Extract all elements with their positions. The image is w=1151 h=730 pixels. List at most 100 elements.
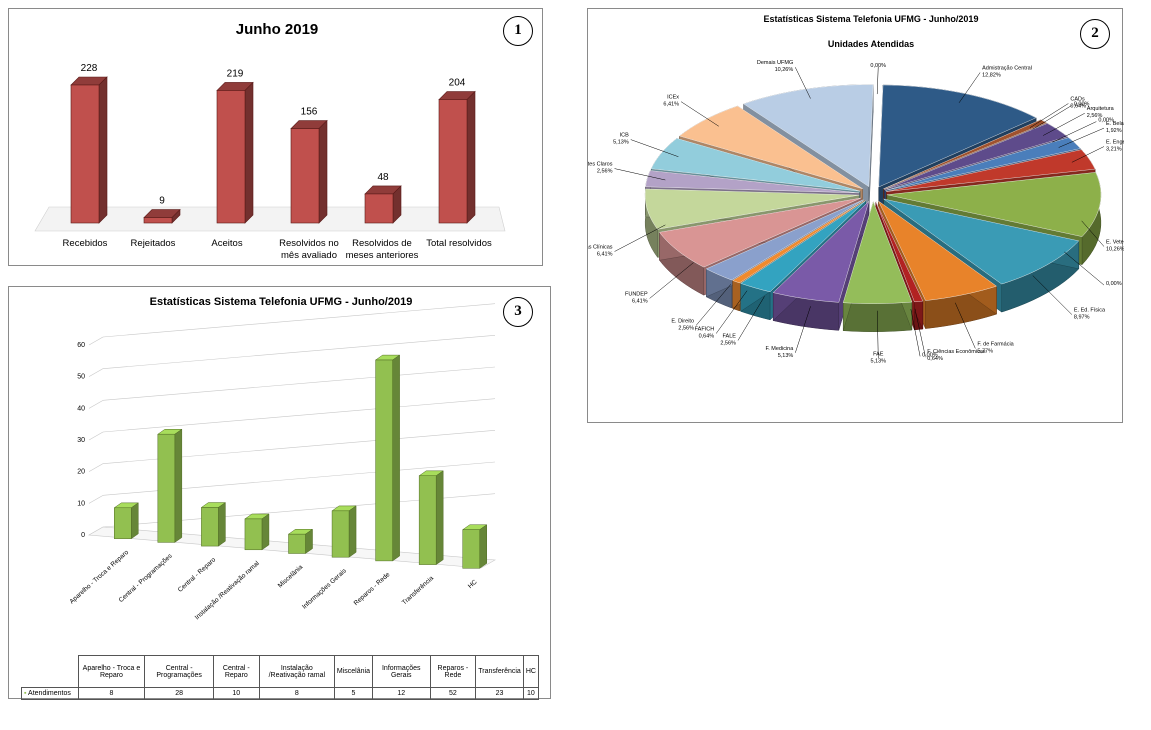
data-table: Aparelho - Troca e Reparo Central - Progr… xyxy=(21,655,540,700)
slice-value: 8,97% xyxy=(1074,315,1090,321)
category-label: Miscelânia xyxy=(277,564,305,590)
gridline xyxy=(102,398,496,433)
data-table-header-cell: Reparos - Rede xyxy=(429,655,477,688)
pie-slice xyxy=(883,119,1047,190)
bar-side xyxy=(435,470,444,566)
chart-subtitle: Unidades Atendidas xyxy=(828,39,914,49)
pie-slice xyxy=(705,199,864,281)
slice-value: 1,92% xyxy=(1106,128,1122,134)
y-tick-label: 50 xyxy=(77,374,85,381)
leader-line xyxy=(910,309,921,357)
slice-name: CADs xyxy=(1070,96,1085,102)
series-name: Atendimentos xyxy=(28,690,71,697)
slice-name: FAE xyxy=(873,351,884,357)
leader-line xyxy=(955,302,976,349)
y-tick-label: 30 xyxy=(77,437,85,444)
data-table-header-cell: Central - Programações xyxy=(144,655,214,688)
bar xyxy=(201,507,219,547)
slice-value: 0,64% xyxy=(927,356,943,362)
chart-3-svg: Estatísticas Sistema Telefonia UFMG - Ju… xyxy=(69,296,496,621)
gridline xyxy=(102,335,496,369)
bar xyxy=(364,193,394,224)
gridline-side xyxy=(88,431,104,441)
slice-label: Admistração Central 12,82% xyxy=(982,66,1032,79)
leader-line xyxy=(914,308,926,356)
chart-title: Estatísticas Sistema Telefonia UFMG - Ju… xyxy=(764,14,979,24)
slice-label: F. de Farmácia 5,77% xyxy=(977,341,1014,354)
legend-key: ▪ xyxy=(24,690,27,697)
data-table-value-cell: 12 xyxy=(371,687,431,700)
slice-value: 2,56% xyxy=(720,340,736,346)
slice-label: E. Engenharia3,21% xyxy=(1106,140,1124,153)
slice-name: FALE xyxy=(722,333,736,339)
category-label-line: Recebidos xyxy=(63,238,108,249)
category-label: Informações Gerais xyxy=(301,567,348,611)
bar-side xyxy=(348,505,357,558)
category-label: Total resolvidos xyxy=(426,238,492,249)
bar xyxy=(114,507,132,539)
bar-side xyxy=(98,76,108,224)
bar xyxy=(70,84,100,224)
gridline-side xyxy=(88,495,104,504)
bar xyxy=(438,99,468,224)
category-label: Rejeitados xyxy=(131,238,176,249)
data-label: 9 xyxy=(159,196,165,207)
slice-label: FAE 5,13% xyxy=(870,351,886,364)
slice-name: E. Veterinária xyxy=(1106,239,1124,245)
pie-slice xyxy=(842,201,913,304)
bar xyxy=(288,533,306,554)
bar xyxy=(143,217,173,224)
bar xyxy=(375,359,393,562)
category-label: Resolvidos de meses anteriores xyxy=(346,238,419,261)
slice-value: 10,26% xyxy=(1106,246,1124,252)
gridline xyxy=(102,303,496,338)
slice-value: 5,13% xyxy=(870,358,886,364)
slice-value: 3,21% xyxy=(1106,147,1122,153)
leader-line xyxy=(614,224,666,252)
bar-side xyxy=(218,502,226,547)
bar xyxy=(244,518,263,551)
leader-line xyxy=(1052,121,1097,143)
slice-value: 2,56% xyxy=(1087,113,1103,119)
slice-label: Arquitetura 2,56% xyxy=(1087,106,1115,119)
slice-name: E. Belas Artes xyxy=(1106,121,1124,127)
category-label-line: mês avaliado xyxy=(281,250,337,261)
data-table-header-cell: Transferência xyxy=(475,655,524,688)
pie-slice xyxy=(659,197,862,268)
data-label: 204 xyxy=(449,78,466,89)
slice-label: F. Medicina 5,13% xyxy=(765,346,794,359)
slice-name: E. Ed. Física xyxy=(1074,308,1106,314)
pie-slice xyxy=(885,137,1081,191)
slice-value: 2,56% xyxy=(597,169,613,175)
slice-label: 0,00% xyxy=(1074,101,1090,107)
category-label: Resolvidos no mês avaliado xyxy=(279,238,339,261)
slice-value: 0,64% xyxy=(699,333,715,339)
slice-value: 6,41% xyxy=(663,102,679,108)
data-table-value-cell: 8 xyxy=(77,687,146,700)
slice-label: 0,00% xyxy=(870,63,886,69)
data-table-value-cell: 8 xyxy=(258,687,335,700)
data-label: 48 xyxy=(377,172,389,183)
leader-line xyxy=(1058,127,1105,148)
category-label-line: Resolvidos de xyxy=(352,238,412,249)
bar-side xyxy=(244,81,254,224)
chart-2-svg: Estatísticas Sistema Telefonia UFMG - Ju… xyxy=(588,14,1124,364)
pie-slice xyxy=(875,201,924,303)
bar-side xyxy=(318,119,328,224)
leader-line xyxy=(737,296,765,341)
bar xyxy=(157,433,176,543)
slice-label: E. Ed. Física 8,97% xyxy=(1074,308,1106,321)
data-table-header-cell: HC xyxy=(522,655,540,688)
leader-line xyxy=(649,262,694,299)
leader-line xyxy=(630,139,679,157)
panel-2-chart: Estatísticas Sistema Telefonia UFMG - Ju… xyxy=(587,8,1124,423)
pie-slice xyxy=(878,84,1037,188)
data-table-value-cell: 23 xyxy=(475,687,524,700)
slice-value: 10,26% xyxy=(775,67,794,73)
slice-name: Demais UFMG xyxy=(757,60,793,66)
gridline xyxy=(102,366,496,401)
slice-label: CADs 0,64% xyxy=(1070,96,1086,109)
leader-line xyxy=(795,67,811,99)
